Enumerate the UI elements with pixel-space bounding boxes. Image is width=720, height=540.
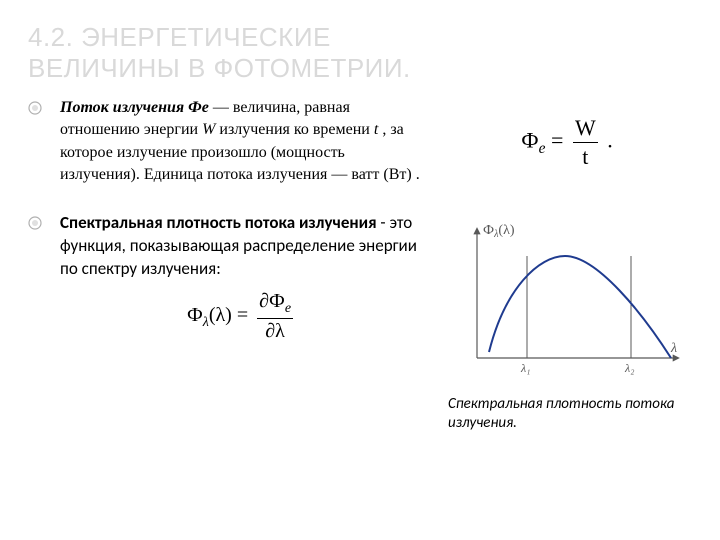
svg-text:Фλ(λ): Фλ(λ)	[483, 223, 515, 240]
title-line-1: 4.2. ЭНЕРГЕТИЧЕСКИЕ	[28, 22, 331, 52]
spectral-density-paragraph: Спектральная плотность потока излучения …	[60, 212, 424, 281]
title-line-2: ВЕЛИЧИНЫ В ФОТОМЕТРИИ.	[28, 53, 411, 83]
spectral-density-graph: Фλ(λ) λ λ₁ λ₂	[447, 218, 687, 383]
svg-text:λ₂: λ₂	[624, 361, 634, 375]
page-title: 4.2. ЭНЕРГЕТИЧЕСКИЕ ВЕЛИЧИНЫ В ФОТОМЕТРИ…	[28, 22, 692, 83]
flux-definition-paragraph: Поток излучения Фе — величина, равная от…	[60, 97, 424, 185]
svg-text:λ₁: λ₁	[520, 361, 530, 375]
row-spectral-density: Спектральная плотность потока излучения …	[28, 212, 692, 434]
bullet-icon	[28, 216, 42, 434]
formula-flux: Фe = Wt .	[521, 115, 612, 170]
row-flux-definition: Поток излучения Фе — величина, равная от…	[28, 97, 692, 185]
svg-text:λ: λ	[670, 341, 677, 356]
bullet-icon	[28, 101, 42, 185]
formula-spectral-density: Фλ(λ) = ∂Фe∂λ	[60, 290, 424, 343]
graph-caption: Спектральная плотность потока излучения.	[442, 395, 692, 434]
